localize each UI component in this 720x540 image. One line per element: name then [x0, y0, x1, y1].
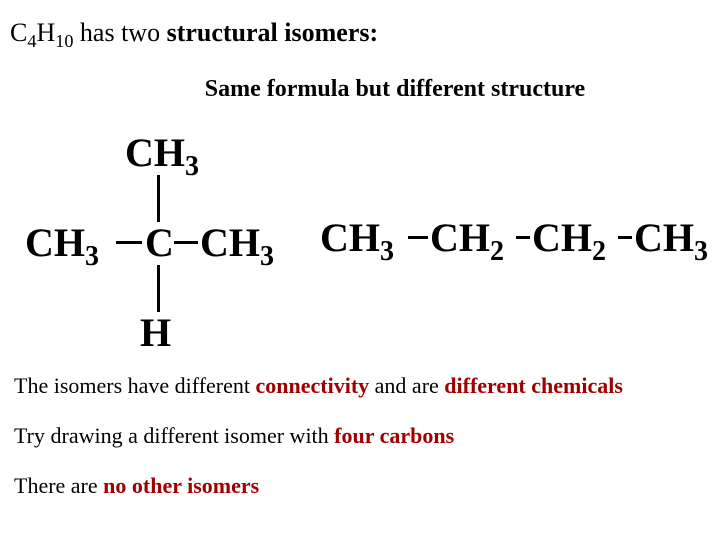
para3-h1: no other isomers	[103, 473, 259, 498]
formula-sub2: 10	[55, 31, 73, 51]
formula-h: H	[36, 18, 55, 47]
para1-t2: and are	[369, 373, 444, 398]
para-connectivity: The isomers have different connectivity …	[14, 373, 710, 399]
para2-t1: Try drawing a different isomer with	[14, 423, 334, 448]
bond	[516, 236, 530, 239]
atom-label: CH3	[200, 223, 274, 271]
atom-label: H	[140, 313, 171, 353]
bond	[157, 175, 160, 222]
bond	[408, 236, 428, 239]
formula-c: C	[10, 18, 27, 47]
para1-h1: connectivity	[256, 373, 370, 398]
atom-label: CH3	[320, 218, 394, 266]
atom-label: C	[145, 223, 174, 263]
para-try-drawing: Try drawing a different isomer with four…	[14, 423, 710, 449]
bond	[157, 265, 160, 312]
para1-h2: different chemicals	[444, 373, 623, 398]
atom-label: CH3	[25, 223, 99, 271]
diagram-area: CH3CH3CCH3H CH3CH2CH2CH3	[10, 133, 710, 363]
bond	[174, 241, 198, 244]
para3-t1: There are	[14, 473, 103, 498]
para-no-other: There are no other isomers	[14, 473, 710, 499]
bond	[618, 236, 632, 239]
atom-label: CH3	[634, 218, 708, 266]
para2-h1: four carbons	[334, 423, 454, 448]
atom-label: CH2	[430, 218, 504, 266]
title-rest-plain: has two	[73, 18, 166, 47]
atom-label: CH3	[125, 133, 199, 181]
title-line: C4H10 has two structural isomers:	[10, 18, 710, 52]
title-rest-bold: structural isomers:	[167, 18, 379, 47]
bond	[116, 241, 142, 244]
subtitle: Same formula but different structure	[80, 76, 710, 103]
atom-label: CH2	[532, 218, 606, 266]
slide: C4H10 has two structural isomers: Same f…	[0, 0, 720, 540]
para1-t1: The isomers have different	[14, 373, 256, 398]
